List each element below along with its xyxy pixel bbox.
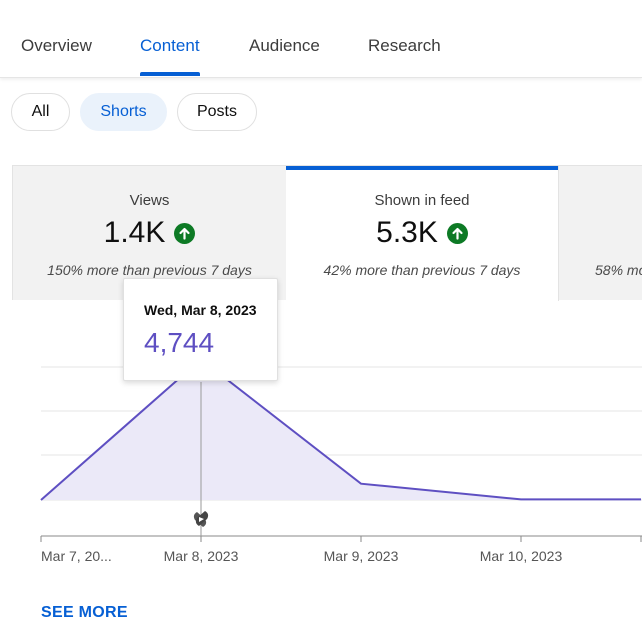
chart-x-labels: Mar 7, 20... Mar 8, 2023 Mar 9, 2023 Mar 10… [40, 536, 642, 564]
chart-x-label: Mar 8, 2023 [164, 548, 239, 564]
metric-value: 1.4K [103, 216, 166, 249]
arrow-up-circle-icon [174, 222, 196, 244]
chart-x-label: Mar 10, 2023 [480, 548, 563, 564]
tab-overview[interactable]: Overview [21, 36, 92, 55]
views-chart: Mar 7, 20... Mar 8, 2023 Mar 9, 2023 Mar 10… [40, 354, 642, 564]
see-more-link[interactable]: SEE MORE [41, 604, 128, 621]
chart-x-label: Mar 7, 20... [41, 548, 112, 564]
metric-value-row: 5.3K [286, 216, 558, 250]
tooltip-date: Wed, Mar 8, 2023 [144, 302, 257, 318]
filter-chip-all[interactable]: All [11, 93, 70, 131]
metric-card-views[interactable]: Views 1.4K 150% more than previous 7 day… [13, 166, 286, 301]
metric-card-shown-in-feed[interactable]: Shown in feed 5.3K 42% more than previou… [286, 166, 558, 301]
chart-series-line [40, 358, 641, 501]
tab-research[interactable]: Research [368, 36, 441, 55]
metric-value: 5.3K [376, 216, 438, 249]
tooltip-value: 4,744 [144, 327, 215, 358]
metric-title: Shown in feed [374, 192, 470, 209]
metric-card-partial[interactable]: 58% mo [558, 166, 642, 301]
metric-title: Views [129, 192, 170, 209]
metric-comparison: 58% mo [595, 262, 642, 278]
arrow-up-circle-icon [446, 222, 468, 244]
top-tabs: Overview Content Audience Research [0, 0, 642, 78]
chart-area [41, 359, 641, 500]
metric-comparison: 42% more than previous 7 days [323, 262, 521, 278]
chart-tooltip: Wed, Mar 8, 2023 4,744 [123, 278, 278, 381]
active-tab-indicator [140, 72, 200, 76]
metric-cards: Views 1.4K 150% more than previous 7 day… [12, 165, 642, 301]
filter-chip-posts[interactable]: Posts [177, 93, 257, 131]
metric-value-row: 1.4K [13, 216, 286, 250]
shorts-icon[interactable] [193, 511, 209, 527]
tab-audience[interactable]: Audience [249, 36, 320, 55]
tab-content[interactable]: Content [140, 36, 200, 55]
metric-comparison: 150% more than previous 7 days [47, 262, 252, 278]
chart-x-label: Mar 9, 2023 [324, 548, 399, 564]
filter-chip-shorts[interactable]: Shorts [80, 93, 167, 131]
